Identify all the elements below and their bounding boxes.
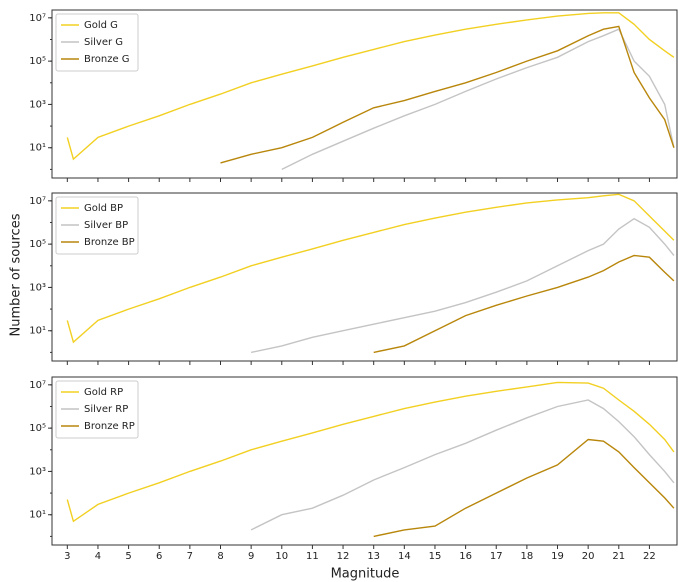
series-line xyxy=(281,28,675,171)
series-line xyxy=(373,254,675,354)
x-tick-label: 8 xyxy=(217,551,223,562)
x-tick-label: 4 xyxy=(95,551,101,562)
x-tick-label: 5 xyxy=(125,551,131,562)
legend-label: Silver BP xyxy=(84,220,128,231)
legend-label: Bronze RP xyxy=(84,421,135,432)
y-tick-label: 10⁵ xyxy=(29,423,46,434)
legend-label: Silver RP xyxy=(84,404,128,415)
series-line xyxy=(250,399,675,531)
x-tick-label: 10 xyxy=(275,551,288,562)
x-tick-label: 13 xyxy=(367,551,380,562)
legend-label: Gold RP xyxy=(84,387,123,398)
legend-label: Bronze BP xyxy=(84,237,135,248)
x-tick-label: 7 xyxy=(187,551,193,562)
x-tick-label: 11 xyxy=(306,551,319,562)
plot-frame xyxy=(51,9,678,179)
y-tick-label: 10⁵ xyxy=(29,56,46,67)
legend-box xyxy=(55,380,139,439)
series-line xyxy=(66,12,675,161)
y-tick-label: 10³ xyxy=(29,466,46,477)
series-line xyxy=(250,217,675,354)
series-line xyxy=(66,193,675,344)
x-tick-label: 12 xyxy=(337,551,350,562)
y-tick-label: 10¹ xyxy=(29,510,46,521)
x-tick-label: 22 xyxy=(643,551,656,562)
x-tick-label: 19 xyxy=(551,551,564,562)
legend-label: Gold BP xyxy=(84,203,123,214)
legend-box xyxy=(55,13,139,72)
x-tick-label: 21 xyxy=(612,551,625,562)
x-tick-label: 14 xyxy=(398,551,411,562)
legend-label: Bronze G xyxy=(84,54,130,65)
x-tick-label: 3 xyxy=(64,551,70,562)
x-tick-label: 18 xyxy=(521,551,534,562)
y-tick-label: 10³ xyxy=(29,99,46,110)
legend-label: Gold G xyxy=(84,20,118,31)
x-tick-label: 16 xyxy=(459,551,472,562)
x-tick-label: 15 xyxy=(429,551,442,562)
series-line xyxy=(220,25,675,164)
y-tick-label: 10¹ xyxy=(29,326,46,337)
y-tick-label: 10⁷ xyxy=(29,13,46,24)
legend-label: Silver G xyxy=(84,37,123,48)
y-tick-label: 10¹ xyxy=(29,143,46,154)
y-tick-label: 10³ xyxy=(29,282,46,293)
series-line xyxy=(66,381,675,523)
legend-box xyxy=(55,196,139,255)
x-tick-label: 9 xyxy=(248,551,254,562)
x-axis-label: Magnitude xyxy=(331,567,400,582)
x-tick-label: 20 xyxy=(582,551,595,562)
plot-frame xyxy=(51,376,678,546)
x-tick-label: 6 xyxy=(156,551,162,562)
y-tick-label: 10⁷ xyxy=(29,196,46,207)
y-axis-label: Number of sources xyxy=(9,213,24,336)
x-tick-label: 17 xyxy=(490,551,503,562)
series-line xyxy=(373,438,675,538)
y-tick-label: 10⁷ xyxy=(29,380,46,391)
y-tick-label: 10⁵ xyxy=(29,239,46,250)
plot-frame xyxy=(51,192,678,362)
